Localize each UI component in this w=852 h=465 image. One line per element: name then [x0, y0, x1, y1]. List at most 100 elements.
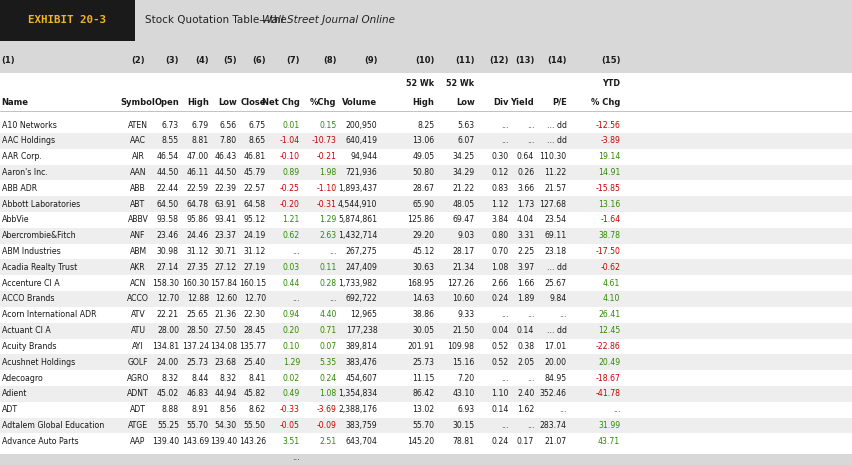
Text: 168.95: 168.95: [407, 279, 435, 288]
Text: Net Chg: Net Chg: [262, 98, 300, 107]
Text: 49.05: 49.05: [412, 152, 435, 161]
Text: 1,893,437: 1,893,437: [338, 184, 377, 193]
Text: 0.12: 0.12: [492, 168, 509, 177]
Text: 0.71: 0.71: [320, 326, 337, 335]
Text: 69.47: 69.47: [452, 215, 475, 225]
Text: Adecoagro: Adecoagro: [2, 373, 43, 383]
Text: 0.17: 0.17: [517, 437, 534, 446]
Text: Stock Quotation Table—the: Stock Quotation Table—the: [145, 15, 290, 26]
Text: 0.14: 0.14: [492, 405, 509, 414]
Text: 1.62: 1.62: [517, 405, 534, 414]
Text: 160.15: 160.15: [239, 279, 266, 288]
Text: 143.69: 143.69: [181, 437, 209, 446]
Text: 283.74: 283.74: [539, 421, 567, 430]
Text: 692,722: 692,722: [346, 294, 377, 304]
Text: 8.91: 8.91: [192, 405, 209, 414]
Text: 0.15: 0.15: [320, 120, 337, 130]
Text: ... dd: ... dd: [547, 263, 567, 272]
Text: 3.97: 3.97: [517, 263, 534, 272]
Text: 0.52: 0.52: [492, 342, 509, 351]
Text: ATV: ATV: [130, 310, 146, 319]
Text: -12.56: -12.56: [596, 120, 620, 130]
Text: (7): (7): [286, 56, 300, 65]
Text: 2.66: 2.66: [492, 279, 509, 288]
Text: 139.40: 139.40: [152, 437, 179, 446]
Text: (9): (9): [364, 56, 377, 65]
Text: 3.66: 3.66: [517, 184, 534, 193]
Text: ABB: ABB: [130, 184, 146, 193]
Text: 0.52: 0.52: [492, 358, 509, 367]
Text: 0.89: 0.89: [283, 168, 300, 177]
Text: 54.30: 54.30: [215, 421, 237, 430]
Text: 110.30: 110.30: [539, 152, 567, 161]
Text: 21.07: 21.07: [544, 437, 567, 446]
Text: -3.89: -3.89: [601, 136, 620, 146]
Text: 38.86: 38.86: [412, 310, 435, 319]
Text: 20.00: 20.00: [544, 358, 567, 367]
Text: AAP: AAP: [130, 437, 146, 446]
Text: Volume: Volume: [343, 98, 377, 107]
Text: 28.00: 28.00: [157, 326, 179, 335]
Text: ACCO: ACCO: [127, 294, 149, 304]
Bar: [0, 0, 852, 41]
Text: 55.50: 55.50: [244, 421, 266, 430]
Text: Adient: Adient: [2, 389, 27, 399]
Text: Adtalem Global Education: Adtalem Global Education: [2, 421, 104, 430]
Text: Actuant CI A: Actuant CI A: [2, 326, 50, 335]
Text: 23.37: 23.37: [215, 231, 237, 240]
Text: Close: Close: [240, 98, 266, 107]
Text: 7.20: 7.20: [458, 373, 475, 383]
Text: Acadia Realty Trust: Acadia Realty Trust: [2, 263, 77, 272]
Text: 28.50: 28.50: [187, 326, 209, 335]
Text: 45.79: 45.79: [244, 168, 266, 177]
Text: 29.20: 29.20: [412, 231, 435, 240]
Text: 24.46: 24.46: [187, 231, 209, 240]
Text: 45.12: 45.12: [412, 247, 435, 256]
Text: 1.12: 1.12: [492, 199, 509, 209]
Text: ...: ...: [527, 310, 534, 319]
Text: 27.35: 27.35: [187, 263, 209, 272]
Text: 247,409: 247,409: [346, 263, 377, 272]
Text: ACN: ACN: [130, 279, 147, 288]
Text: 21.57: 21.57: [544, 184, 567, 193]
Text: Acorn International ADR: Acorn International ADR: [2, 310, 96, 319]
Text: 0.20: 0.20: [283, 326, 300, 335]
Text: ACCO Brands: ACCO Brands: [2, 294, 55, 304]
Text: ...: ...: [527, 136, 534, 146]
Text: 50.80: 50.80: [412, 168, 435, 177]
Text: ...: ...: [501, 373, 509, 383]
Text: 19.14: 19.14: [598, 152, 620, 161]
Text: 0.62: 0.62: [283, 231, 300, 240]
Text: ... dd: ... dd: [547, 326, 567, 335]
Text: 15.16: 15.16: [452, 358, 475, 367]
Text: (13): (13): [515, 56, 534, 65]
Text: 0.49: 0.49: [283, 389, 300, 399]
Text: 5.63: 5.63: [458, 120, 475, 130]
Text: 1.89: 1.89: [517, 294, 534, 304]
Text: 22.30: 22.30: [244, 310, 266, 319]
Bar: [0, 291, 852, 307]
Text: 23.68: 23.68: [215, 358, 237, 367]
Text: 28.67: 28.67: [412, 184, 435, 193]
Text: 78.81: 78.81: [452, 437, 475, 446]
Text: Low: Low: [456, 98, 475, 107]
Text: 454,607: 454,607: [346, 373, 377, 383]
Text: (5): (5): [223, 56, 237, 65]
Text: 45.82: 45.82: [244, 389, 266, 399]
Text: 93.58: 93.58: [157, 215, 179, 225]
Text: 21.22: 21.22: [452, 184, 475, 193]
Text: 1.08: 1.08: [320, 389, 337, 399]
Text: -15.85: -15.85: [596, 184, 620, 193]
Text: ...: ...: [292, 452, 300, 462]
Text: Symbol: Symbol: [121, 98, 155, 107]
Text: -3.69: -3.69: [317, 405, 337, 414]
Text: 352.46: 352.46: [539, 389, 567, 399]
Text: (8): (8): [323, 56, 337, 65]
Text: 52 Wk: 52 Wk: [406, 79, 435, 88]
Text: 139.40: 139.40: [210, 437, 237, 446]
Text: 177,238: 177,238: [346, 326, 377, 335]
Text: 12.70: 12.70: [157, 294, 179, 304]
Text: ABT: ABT: [130, 199, 146, 209]
Text: ...: ...: [501, 310, 509, 319]
Text: 8.62: 8.62: [249, 405, 266, 414]
